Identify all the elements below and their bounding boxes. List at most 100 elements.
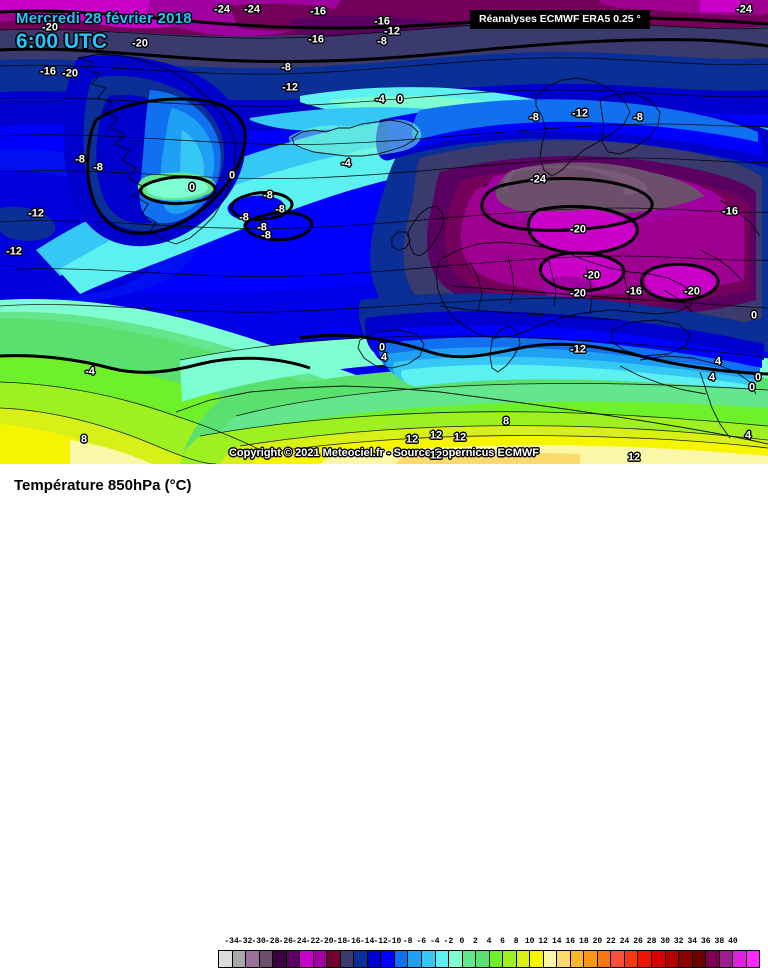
legend-swatch	[665, 951, 680, 967]
legend-tick: 2	[473, 937, 478, 946]
contour-label: -8	[529, 111, 539, 124]
model-source-label: Réanalyses ECMWF ERA5 0.25 °	[470, 10, 650, 29]
contour-label: 4	[380, 351, 388, 364]
legend-tick-labels: -34 -32 -30 -28 -26 -24 -22 -20 -18 -16 -14 -12 -10-…	[218, 937, 760, 949]
contour-label: 4	[744, 429, 752, 442]
contour-label: -8	[93, 161, 103, 174]
legend-tick: -22	[305, 937, 321, 946]
legend-swatch	[232, 951, 247, 967]
legend-tick: 28	[646, 937, 657, 946]
contour-label: -20	[570, 287, 586, 300]
legend-swatch	[733, 951, 747, 967]
contour-label: 8	[502, 415, 510, 428]
contour-label: -4	[375, 93, 385, 106]
legend-tick: -24	[292, 937, 307, 946]
legend-tick: 14	[551, 937, 562, 946]
contour-label: -8	[257, 221, 267, 234]
legend-swatches	[218, 950, 760, 968]
legend-bar: Température 850hPa (°C) -34 -32 -30 -28 -26-…	[0, 464, 768, 968]
legend-tick: -32	[237, 937, 253, 946]
legend-tick: 0	[459, 937, 465, 946]
legend-tick: 22	[606, 937, 616, 946]
legend-swatch	[246, 951, 260, 967]
contour-label: 12	[453, 431, 467, 444]
legend-swatch	[462, 951, 477, 967]
contour-label: -8	[633, 111, 643, 124]
legend-tick: 40	[728, 937, 738, 946]
legend-tick: 34	[687, 937, 698, 946]
contour-label: -24	[214, 3, 230, 16]
legend-swatch	[219, 951, 233, 967]
temperature-map[interactable]: Mercredi 28 février 2018 6:00 UTC Réanal…	[0, 0, 768, 464]
legend-tick: -34	[224, 937, 239, 946]
legend-swatch	[719, 951, 734, 967]
contour-label: -20	[62, 67, 78, 80]
legend-tick: 36	[700, 937, 711, 946]
contour-label: -12	[572, 107, 588, 120]
legend-swatch	[570, 951, 585, 967]
legend-tick: -20	[319, 937, 334, 946]
contour-label: 0	[396, 93, 404, 106]
legend-tick: 18	[579, 937, 589, 946]
legend-swatch	[340, 951, 355, 967]
contour-label: 0	[748, 381, 756, 394]
legend-swatch	[286, 951, 301, 967]
legend-tick: -6	[416, 937, 427, 946]
legend-swatch	[638, 951, 652, 967]
map-date-label: Mercredi 28 février 2018	[16, 10, 192, 27]
contour-label: -8	[275, 203, 285, 216]
legend-title: Température 850hPa (°C)	[14, 477, 192, 494]
contour-label: -12	[282, 81, 298, 94]
legend-swatch	[557, 951, 571, 967]
legend-tick: -12	[373, 937, 388, 946]
legend-swatch	[313, 951, 328, 967]
contour-label: -16	[722, 205, 738, 218]
legend-tick: -18	[332, 937, 348, 946]
legend-swatch	[449, 951, 463, 967]
legend-swatch	[692, 951, 707, 967]
legend-tick: 38	[714, 937, 725, 946]
legend-color-scale	[218, 950, 760, 968]
copyright-notice: Copyright © 2021 Meteociel.fr - Source C…	[228, 447, 540, 459]
contour-label: 8	[80, 433, 88, 446]
contour-label: -16	[310, 5, 326, 18]
legend-tick: 26	[633, 937, 643, 946]
contour-label: -16	[374, 15, 390, 28]
contour-label: -8	[75, 153, 85, 166]
contour-label: -8	[281, 61, 291, 74]
contour-label: -20	[570, 223, 586, 236]
legend-tick: -30	[251, 937, 266, 946]
legend-swatch	[652, 951, 666, 967]
map-time-label: 6:00 UTC	[16, 30, 108, 53]
legend-tick: 30	[660, 937, 670, 946]
contour-label: -8	[263, 189, 273, 202]
legend-tick: -8	[402, 937, 413, 946]
legend-tick: -28	[264, 937, 280, 946]
legend-swatch	[624, 951, 639, 967]
contour-label: -4	[341, 157, 351, 170]
contour-label: -12	[6, 245, 22, 258]
contour-label: -12	[570, 343, 586, 356]
legend-swatch	[584, 951, 598, 967]
contour-label: -8	[239, 211, 249, 224]
legend-tick: -4	[429, 937, 440, 946]
legend-tick: 10	[524, 937, 535, 946]
legend-swatch	[435, 951, 450, 967]
legend-tick: 24	[619, 937, 630, 946]
contour-label: -8	[377, 35, 387, 48]
legend-swatch	[476, 951, 490, 967]
legend-tick: -14	[359, 937, 375, 946]
contour-label: -20	[42, 21, 58, 34]
legend-tick: 32	[673, 937, 684, 946]
legend-swatch	[489, 951, 504, 967]
contour-label: 0	[228, 169, 236, 182]
contour-label: 0	[378, 341, 386, 354]
contour-label: -20	[684, 285, 700, 298]
legend-swatch	[530, 951, 544, 967]
legend-swatch	[381, 951, 395, 967]
contour-label: -24	[736, 3, 752, 16]
legend-swatch	[611, 951, 625, 967]
legend-swatch	[273, 951, 287, 967]
legend-tick: 20	[592, 937, 603, 946]
